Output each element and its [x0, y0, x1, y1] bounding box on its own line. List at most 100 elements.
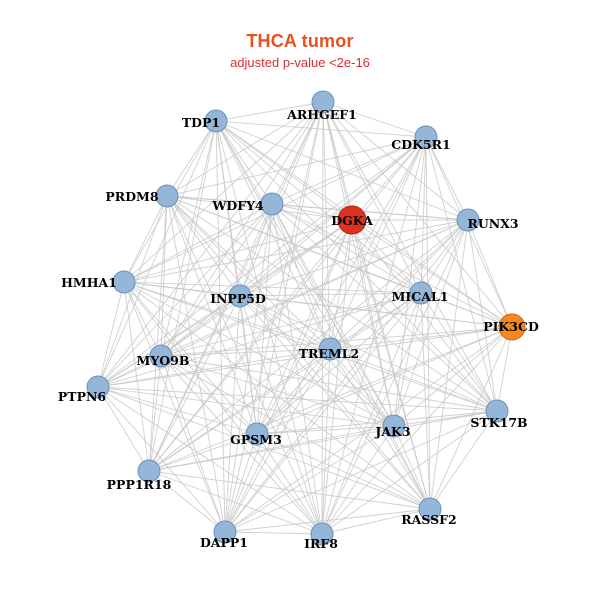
network-edge	[123, 219, 353, 283]
node-label-arhgef1: ARHGEF1	[286, 107, 357, 122]
network-edge	[420, 292, 431, 510]
network-edge	[148, 470, 323, 535]
network-edge	[271, 136, 427, 205]
network-edge	[321, 219, 469, 535]
network-edge	[239, 292, 422, 297]
network-edge	[215, 120, 273, 205]
network-edge	[256, 348, 331, 435]
network-edge	[123, 101, 324, 283]
network-edge	[148, 292, 422, 472]
network-edge	[321, 326, 513, 535]
network-edge	[329, 326, 513, 350]
network-edge	[160, 355, 498, 412]
network-edge	[148, 219, 353, 472]
network-edge	[224, 410, 498, 533]
node-label-pik3cd: PIK3CD	[483, 319, 539, 334]
network-edge	[166, 195, 241, 297]
network-edge	[425, 136, 498, 412]
network-edge	[321, 410, 498, 535]
node-label-inpp5d: INPP5D	[210, 291, 266, 306]
network-edge	[215, 120, 498, 412]
network-edge	[329, 136, 427, 350]
node-label-stk17b: STK17B	[470, 415, 527, 430]
network-edge	[239, 295, 431, 510]
network-edge	[329, 348, 498, 412]
network-edge	[123, 281, 162, 357]
network-edge	[239, 203, 273, 297]
node-label-wdfy4: WDFY4	[211, 198, 264, 213]
network-edge	[224, 348, 331, 533]
network-edge	[166, 101, 324, 197]
network-edge	[123, 203, 273, 283]
network-edge	[425, 136, 513, 328]
network-edge	[97, 295, 241, 388]
network-edge	[160, 295, 241, 357]
network-edge	[160, 355, 226, 533]
network-edge	[148, 425, 395, 472]
network-edge	[97, 348, 331, 388]
network-edge	[160, 101, 324, 357]
network-edge	[123, 281, 422, 294]
network-edge	[97, 292, 422, 388]
network-edge	[123, 281, 150, 472]
network-edge	[123, 219, 469, 283]
network-edge	[256, 433, 323, 535]
network-edge	[166, 195, 258, 435]
network-edge	[97, 386, 226, 533]
network-edge	[215, 120, 427, 138]
network-edge	[351, 219, 431, 510]
node-inpp5d	[228, 284, 252, 308]
network-edge	[256, 101, 324, 435]
network-edge	[97, 281, 125, 388]
network-edge	[123, 281, 431, 510]
network-edge	[160, 195, 168, 357]
network-edge	[351, 136, 427, 221]
network-edge	[148, 433, 258, 472]
node-pik3cd	[498, 313, 526, 341]
node-label-cdk5r1: CDK5R1	[391, 137, 450, 152]
node-label-jak3: JAK3	[374, 424, 410, 439]
node-gpsm3	[245, 422, 269, 446]
network-edge	[322, 101, 427, 138]
network-edge	[148, 120, 217, 472]
network-edge	[321, 136, 427, 535]
node-treml2	[318, 337, 342, 361]
network-edge	[123, 281, 331, 350]
network-edge	[256, 425, 395, 435]
node-tdp1	[204, 109, 228, 133]
node-label-hmha1: HMHA1	[61, 275, 117, 290]
node-ppp1r18	[137, 459, 161, 483]
network-edge	[420, 292, 498, 412]
node-mical1	[409, 281, 433, 305]
node-label-mical1: MICAL1	[392, 289, 449, 304]
network-edge	[97, 203, 273, 388]
node-label-dgka: DGKA	[331, 213, 373, 228]
network-edge	[97, 386, 150, 472]
node-myo9b	[149, 344, 173, 368]
node-rassf2	[418, 497, 442, 521]
network-edge	[215, 120, 353, 221]
network-edge	[97, 386, 498, 412]
network-edge	[271, 203, 469, 221]
network-edge	[496, 326, 513, 412]
network-edge	[148, 326, 513, 472]
network-edge	[271, 203, 395, 427]
network-edge	[329, 219, 469, 350]
network-edge	[393, 326, 513, 427]
network-edge	[321, 425, 395, 535]
network-edge	[160, 136, 427, 357]
network-edge	[97, 120, 217, 388]
network-edge	[160, 348, 331, 357]
network-edge	[123, 195, 168, 283]
network-edge	[393, 292, 422, 427]
network-edge	[123, 281, 258, 435]
network-edge	[97, 386, 395, 427]
network-edge	[160, 355, 258, 435]
network-edge	[321, 348, 331, 535]
node-label-ptpn6: PTPN6	[58, 389, 107, 404]
node-label-runx3: RUNX3	[467, 216, 518, 231]
network-edge	[123, 281, 498, 412]
network-edge	[166, 120, 217, 197]
